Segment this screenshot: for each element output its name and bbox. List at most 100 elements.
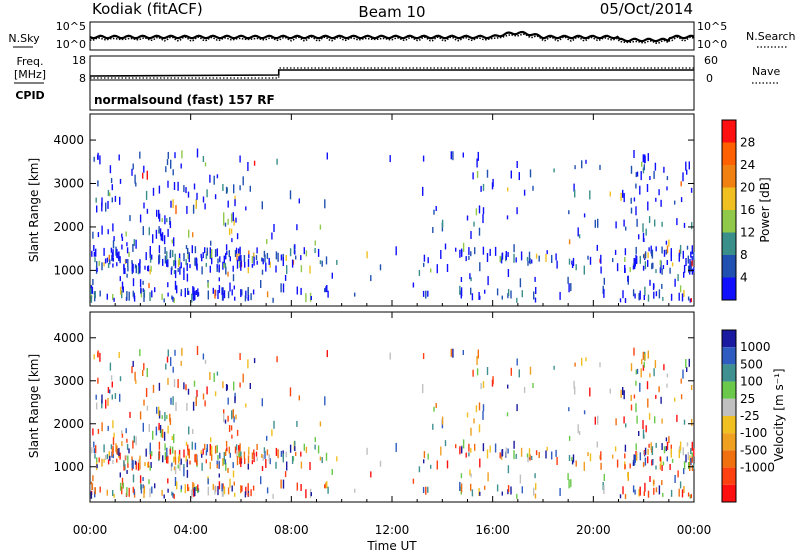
echo-cell [161, 218, 163, 223]
echo-cell [94, 491, 96, 498]
echo-cell [643, 254, 645, 259]
echo-cell [644, 457, 647, 466]
echo-cell [317, 445, 320, 454]
echo-cell [180, 458, 182, 465]
echo-cell [677, 274, 679, 282]
echo-cell [247, 492, 249, 497]
echo-cell [95, 394, 97, 400]
echo-cell [262, 258, 264, 265]
echo-cell [167, 282, 169, 288]
echo-cell [111, 184, 113, 191]
echo-cell [204, 162, 207, 167]
echo-cell [468, 452, 470, 457]
echo-cell [535, 253, 538, 259]
echo-cell [251, 256, 254, 263]
echo-cell [223, 452, 225, 461]
echo-cell [309, 292, 312, 302]
echo-cell [135, 239, 137, 249]
echo-cell [188, 229, 190, 238]
echo-cell [266, 291, 269, 298]
echo-cell [662, 461, 665, 466]
echo-cell [160, 430, 162, 438]
echo-cell [441, 219, 444, 228]
echo-cell [309, 488, 312, 498]
echo-cell [164, 443, 166, 451]
echo-cell [282, 453, 284, 463]
echo-cell [209, 174, 211, 183]
echo-cell [133, 488, 135, 495]
echo-cell [651, 459, 653, 466]
echo-cell [476, 356, 478, 365]
colorbar-swatch [722, 416, 736, 434]
y-tick-label: 2000 [53, 417, 84, 431]
echo-cell [187, 449, 189, 456]
echo-cell [639, 452, 641, 461]
echo-cell [655, 197, 657, 202]
echo-cell [121, 486, 123, 495]
echo-cell [223, 255, 225, 265]
echo-cell [216, 371, 219, 376]
echo-cell [519, 278, 522, 288]
echo-cell [211, 249, 213, 258]
echo-cell [222, 287, 224, 296]
echo-cell [91, 286, 94, 294]
echo-cell [668, 436, 670, 444]
echo-cell [599, 362, 601, 368]
echo-cell [218, 460, 220, 469]
echo-cell [92, 231, 94, 239]
echo-cell [250, 293, 252, 301]
echo-cell [642, 265, 645, 271]
echo-cell [624, 298, 627, 303]
echo-cell [266, 449, 269, 456]
echo-cell [635, 183, 637, 189]
echo-cell [253, 453, 255, 462]
echo-cell [195, 397, 197, 406]
echo-cell [197, 288, 199, 295]
echo-cell [510, 170, 512, 179]
echo-cell [223, 216, 225, 226]
echo-cell [94, 295, 96, 302]
echo-cell [690, 251, 692, 258]
echo-cell [314, 248, 316, 253]
echo-cell [172, 169, 174, 176]
echo-cell [653, 480, 655, 485]
echo-cell [232, 462, 234, 469]
echo-cell [572, 454, 575, 463]
echo-cell [214, 249, 217, 258]
echo-cell [529, 454, 531, 461]
echo-cell [489, 445, 491, 453]
echo-cell [642, 351, 644, 360]
echo-cell [95, 197, 97, 203]
x-axis-label: Time UT [366, 539, 417, 553]
echo-cell [192, 204, 195, 214]
echo-cell [624, 464, 626, 470]
echo-cell [226, 384, 228, 390]
echo-cell [156, 209, 158, 217]
echo-cell [201, 453, 203, 458]
echo-cell [236, 429, 239, 436]
nsky-label: N.Sky [8, 32, 40, 45]
echo-cell [164, 412, 166, 422]
echo-cell [119, 286, 122, 295]
power-y-ticks: 1000 2000 3000 4000 [53, 133, 694, 277]
echo-cell [516, 404, 518, 412]
echo-cell [446, 264, 449, 272]
echo-cell [662, 492, 664, 497]
echo-cell [183, 185, 185, 193]
echo-cell [294, 244, 296, 250]
velocity-colorbar-label: Velocity [m s⁻¹] [772, 368, 786, 461]
echo-cell [95, 445, 97, 454]
echo-cell [253, 449, 255, 455]
colorbar-tick-label: -1000 [740, 461, 775, 475]
echo-cell [98, 261, 100, 266]
echo-cell [231, 410, 233, 420]
echo-cell [112, 459, 114, 464]
echo-cell [624, 453, 626, 459]
echo-cell [177, 464, 179, 469]
echo-cell [239, 382, 241, 388]
echo-cell [143, 202, 145, 209]
echo-cell [572, 258, 575, 266]
x-tick-label: 16:00 [475, 523, 510, 537]
echo-cell [224, 262, 227, 268]
echo-cell [650, 442, 652, 451]
